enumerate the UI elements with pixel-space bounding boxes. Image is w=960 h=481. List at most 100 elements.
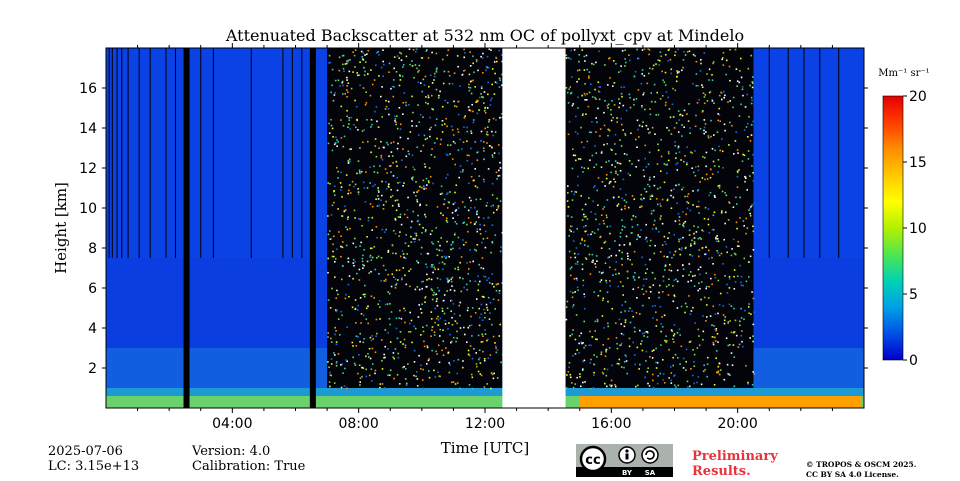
noise-speck (679, 253, 682, 256)
noise-speck (486, 306, 488, 309)
noise-speck (712, 61, 715, 63)
noise-speck (345, 387, 348, 390)
noise-speck (640, 193, 643, 196)
noise-speck (733, 252, 736, 255)
noise-speck (442, 203, 445, 206)
noise-speck (486, 339, 488, 342)
noise-speck (584, 83, 586, 85)
noise-speck (691, 167, 693, 169)
noise-speck (708, 231, 711, 234)
noise-speck (341, 215, 343, 217)
noise-speck (716, 250, 718, 252)
noise-speck (430, 318, 433, 320)
noise-speck (363, 264, 365, 267)
noise-speck (570, 190, 573, 193)
noise-speck (472, 79, 474, 82)
noise-speck (721, 190, 724, 193)
noise-speck (584, 257, 587, 259)
noise-speck (483, 141, 485, 143)
noise-speck (724, 222, 726, 225)
noise-speck (607, 103, 610, 106)
noise-speck (479, 96, 481, 99)
noise-speck (567, 206, 570, 208)
noise-speck (454, 142, 456, 145)
noise-speck (653, 252, 656, 255)
noise-speck (411, 341, 413, 344)
noise-speck (723, 90, 725, 93)
noise-speck (595, 131, 597, 133)
noise-speck (600, 166, 603, 168)
noise-speck (408, 270, 410, 272)
noise-speck (397, 216, 400, 218)
noise-speck (392, 356, 394, 358)
noise-speck (431, 349, 433, 352)
noise-speck (701, 84, 703, 86)
noise-speck (444, 99, 447, 102)
noise-speck (702, 315, 704, 317)
noise-speck (646, 336, 649, 338)
noise-speck (730, 352, 733, 354)
noise-speck (693, 365, 696, 367)
noise-speck (352, 345, 354, 347)
noise-speck (583, 216, 586, 218)
noise-speck (751, 82, 754, 85)
noise-speck (396, 337, 399, 340)
preliminary-results: Preliminary Results. (692, 449, 778, 479)
noise-speck (706, 100, 709, 102)
noise-speck (609, 280, 611, 282)
noise-speck (648, 178, 651, 181)
noise-speck (340, 119, 342, 121)
noise-speck (499, 200, 502, 202)
noise-speck (452, 203, 455, 205)
noise-speck (565, 318, 568, 321)
noise-speck (641, 105, 643, 107)
noise-speck (485, 204, 488, 207)
noise-speck (566, 300, 569, 303)
noise-speck (389, 303, 391, 305)
noise-speck (582, 360, 584, 363)
noise-speck (382, 75, 384, 78)
noise-speck (675, 386, 677, 388)
noise-speck (625, 355, 627, 358)
noise-speck (383, 280, 385, 282)
noise-speck (374, 369, 377, 372)
noise-speck (619, 162, 622, 165)
noise-speck (583, 240, 586, 242)
noise-speck (407, 137, 409, 140)
noise-speck (327, 271, 329, 274)
noise-speck (388, 186, 390, 188)
noise-speck (470, 130, 472, 132)
noise-speck (474, 280, 477, 283)
noise-speck (477, 289, 479, 292)
noise-speck (330, 337, 332, 340)
noise-speck (727, 321, 730, 323)
noise-speck (459, 171, 462, 173)
noise-speck (399, 341, 402, 343)
noise-speck (729, 121, 731, 124)
noise-speck (339, 334, 341, 336)
noise-speck (626, 372, 628, 375)
noise-speck (403, 256, 405, 259)
noise-speck (659, 51, 662, 53)
noise-speck (703, 96, 706, 98)
noise-speck (739, 264, 741, 267)
noise-speck (736, 149, 739, 151)
noise-speck (357, 160, 360, 162)
noise-speck (357, 188, 359, 190)
noise-speck (470, 175, 473, 178)
noise-speck (734, 253, 737, 256)
noise-speck (701, 86, 704, 88)
noise-speck (422, 227, 424, 229)
y-tick-label: 14 (79, 121, 97, 137)
noise-speck (409, 331, 412, 333)
noise-speck (692, 190, 694, 192)
noise-speck (388, 155, 390, 157)
noise-speck (429, 128, 431, 131)
noise-speck (750, 124, 753, 126)
noise-speck (455, 105, 458, 108)
noise-speck (329, 385, 331, 388)
noise-speck (413, 349, 416, 352)
noise-speck (600, 247, 603, 249)
noise-speck (739, 196, 741, 199)
noise-speck (654, 133, 656, 135)
